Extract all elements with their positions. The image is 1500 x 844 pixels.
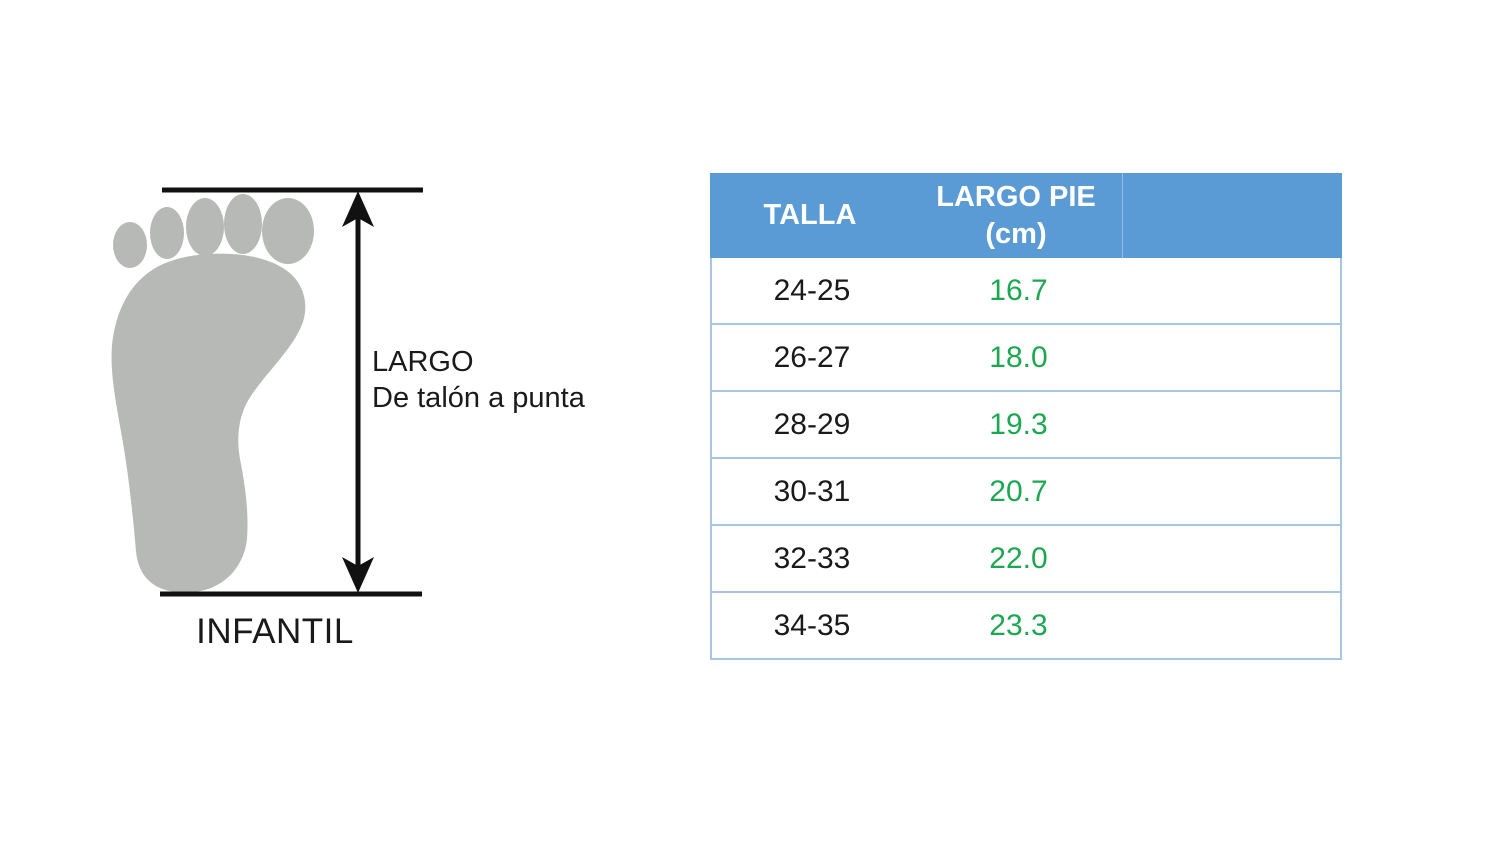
size-cell: 24-25 bbox=[773, 273, 851, 307]
table-row: 28-29 19.3 bbox=[712, 392, 1340, 459]
length-cell: 18.0 bbox=[989, 340, 1048, 374]
header-cell-talla: TALLA bbox=[763, 199, 857, 231]
toe-shape bbox=[224, 194, 262, 254]
table-row: 30-31 20.7 bbox=[712, 459, 1340, 526]
size-cell: 28-29 bbox=[773, 407, 851, 441]
foot-measurement-diagram bbox=[111, 187, 423, 597]
header-cell-empty bbox=[1123, 173, 1342, 258]
size-cell: 34-35 bbox=[773, 608, 851, 642]
size-table: TALLA LARGO PIE (cm) 24-25 16.7 26-27 18… bbox=[710, 173, 1342, 660]
toe-shape bbox=[186, 198, 224, 256]
empty-cell bbox=[1125, 392, 1340, 457]
toe-shape bbox=[113, 222, 147, 268]
empty-cell bbox=[1125, 325, 1340, 390]
length-cell: 22.0 bbox=[989, 541, 1048, 575]
length-cell: 20.7 bbox=[989, 474, 1048, 508]
length-cell: 23.3 bbox=[989, 608, 1048, 642]
toe-shape bbox=[150, 207, 184, 259]
table-row: 24-25 16.7 bbox=[712, 258, 1340, 325]
measure-label: LARGO De talón a punta bbox=[372, 344, 585, 416]
header-largo-pie-line1: LARGO PIE bbox=[936, 180, 1096, 213]
table-header-row: TALLA LARGO PIE (cm) bbox=[710, 173, 1342, 258]
empty-cell bbox=[1125, 459, 1340, 524]
empty-cell bbox=[1125, 526, 1340, 591]
table-row: 34-35 23.3 bbox=[712, 593, 1340, 658]
measure-label-line1: LARGO bbox=[372, 346, 474, 378]
size-cell: 30-31 bbox=[773, 474, 851, 508]
foot-sole-shape bbox=[111, 253, 306, 593]
length-cell: 16.7 bbox=[989, 273, 1048, 307]
size-cell: 26-27 bbox=[773, 340, 851, 374]
diagram-caption: INFANTIL bbox=[196, 612, 354, 651]
size-cell: 32-33 bbox=[773, 541, 851, 575]
foot-silhouette-icon bbox=[111, 194, 314, 593]
big-toe-shape bbox=[262, 198, 314, 264]
length-cell: 19.3 bbox=[989, 407, 1048, 441]
empty-cell bbox=[1125, 258, 1340, 323]
header-largo-pie-line2: (cm) bbox=[985, 217, 1047, 250]
measurement-arrow-icon bbox=[342, 191, 374, 593]
table-row: 32-33 22.0 bbox=[712, 526, 1340, 593]
table-row: 26-27 18.0 bbox=[712, 325, 1340, 392]
table-body: 24-25 16.7 26-27 18.0 28-29 19.3 30-31 2… bbox=[710, 258, 1342, 660]
measure-label-line2: De talón a punta bbox=[372, 382, 585, 414]
empty-cell bbox=[1125, 593, 1340, 658]
header-cell-largo-pie: LARGO PIE (cm) bbox=[910, 173, 1123, 258]
